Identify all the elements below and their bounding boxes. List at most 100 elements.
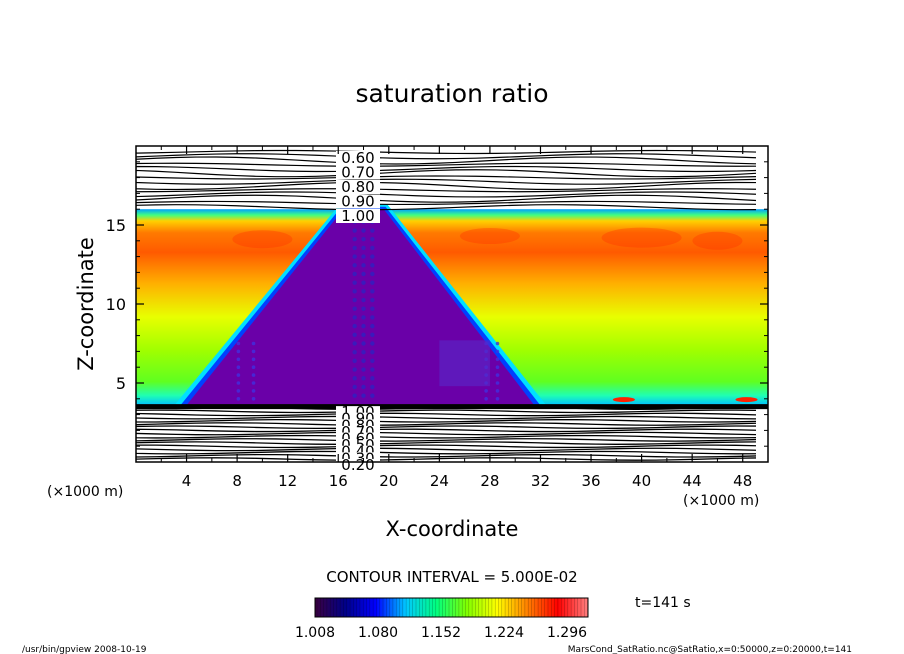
upper-label-bg [336, 209, 380, 223]
orange-high-band [232, 227, 758, 403]
cloud-dot [251, 373, 256, 377]
upper-contour-line [136, 178, 757, 185]
cloud-dot [236, 357, 241, 362]
cloud-dot [495, 349, 500, 354]
cloud-dot [370, 306, 375, 311]
cloud-dot [236, 365, 241, 370]
cloud-dot [361, 332, 366, 338]
cloud-dot [370, 245, 375, 251]
upper-contour-line [136, 165, 757, 173]
cloud-dot [352, 245, 357, 251]
lower-contour-line [136, 434, 757, 439]
cloud-dot [236, 349, 241, 354]
cloud-dot [361, 271, 366, 277]
cloud-dot [361, 263, 366, 268]
cloud-dot [352, 280, 357, 285]
cloud-dot [251, 341, 256, 346]
cloud-dot [370, 367, 375, 372]
upper-contour-label: 0.90 [341, 193, 374, 211]
cloud-dot [370, 393, 375, 398]
cloud-dot [370, 315, 375, 320]
upper-label-bg [336, 194, 380, 209]
upper-contour-line [136, 149, 757, 155]
footer-right: MarsCond_SatRatio.nc@SatRatio,x=0:50000,… [568, 645, 852, 654]
x-tick-label: 36 [581, 472, 600, 490]
cloud-dot [495, 397, 500, 401]
colorbar-stripes [316, 598, 588, 617]
colorbar-tick-label: 1.224 [484, 625, 524, 641]
y-axis: 5 10 15 [106, 161, 768, 447]
upper-contour-label: 0.70 [341, 164, 374, 182]
cloud-dot [370, 376, 375, 381]
cloud-dot [352, 306, 357, 311]
x-tick-label: 44 [683, 472, 702, 490]
cloud-dot [495, 341, 500, 346]
colorbar: 1.008 1.080 1.152 1.224 1.296 [295, 597, 589, 641]
cloud-dot [361, 280, 366, 285]
cloud-dot [236, 389, 241, 393]
cloud-dot [361, 358, 366, 364]
cloud-dot [251, 389, 256, 393]
upper-contour-line [136, 200, 757, 206]
x-tick-label: 48 [733, 472, 752, 490]
lower-contour-line [136, 428, 757, 433]
chart-title: saturation ratio [355, 79, 548, 108]
cloud-dot [484, 389, 488, 393]
cloud-dot [361, 341, 366, 346]
x-axis: 4 8 12 16 20 24 28 32 36 40 44 48 [160, 146, 752, 490]
cloud-dot [495, 381, 500, 385]
band-blob [692, 231, 743, 250]
lower-contour-line [136, 441, 757, 445]
x-tick-label: 28 [480, 472, 499, 490]
lower-contour-line [136, 425, 757, 430]
colorbar-tick-label: 1.152 [421, 625, 461, 641]
lower-contour-line [136, 412, 757, 417]
cloud-dot [352, 254, 357, 259]
cloud-dot [361, 297, 366, 303]
x-tick-label: 16 [329, 472, 348, 490]
cloud-dot [236, 373, 241, 377]
upper-contour-label: 0.80 [341, 178, 374, 196]
cloud-dot [370, 280, 375, 285]
cloud-dot [361, 289, 366, 294]
cloud-dot [361, 323, 366, 329]
cloud-dot [236, 397, 241, 401]
y-tick-label: 10 [106, 295, 126, 314]
lower-contour-line [136, 444, 757, 449]
cloud-dot [370, 228, 375, 233]
y-axis-label: Z-coordinate [74, 237, 98, 371]
cloud-dot [352, 323, 357, 329]
lower-contour-labels: 1.000.900.800.700.600.500.400.300.20 [336, 403, 380, 474]
ground-blob [735, 397, 758, 403]
upper-contour-line [136, 153, 757, 160]
band-blob [459, 228, 520, 245]
upper-contour-line [136, 204, 757, 211]
band-blob [601, 227, 682, 248]
cloud-dot [361, 349, 366, 355]
upper-contour-line [136, 194, 757, 203]
lower-contour-label: 0.20 [341, 456, 374, 474]
cloud-dot [352, 271, 357, 277]
cloud-dot [352, 358, 357, 364]
cloud-dot [361, 384, 366, 390]
cloud-dot [251, 365, 256, 370]
cloud-dot [361, 306, 366, 311]
x-tick-label: 40 [632, 472, 651, 490]
colorbar-gradient [314, 597, 589, 618]
cloud-dot [370, 237, 375, 242]
y-tick-label: 5 [116, 374, 126, 393]
colorbar-tick-label: 1.296 [547, 625, 587, 641]
cloud-dot [370, 323, 375, 329]
cloud-dot [361, 245, 366, 251]
x-tick-label: 24 [430, 472, 449, 490]
cloud-dot [352, 384, 357, 390]
cloud-dot [352, 367, 357, 372]
lower-contour-line [136, 453, 757, 458]
lower-contour-lines [136, 404, 768, 461]
cloud-dot [370, 332, 375, 338]
cloud-dot [352, 393, 357, 398]
footer-left: /usr/bin/gpview 2008-10-19 [22, 645, 147, 654]
lower-contour-line [136, 422, 757, 426]
cloud-dot [370, 349, 375, 355]
